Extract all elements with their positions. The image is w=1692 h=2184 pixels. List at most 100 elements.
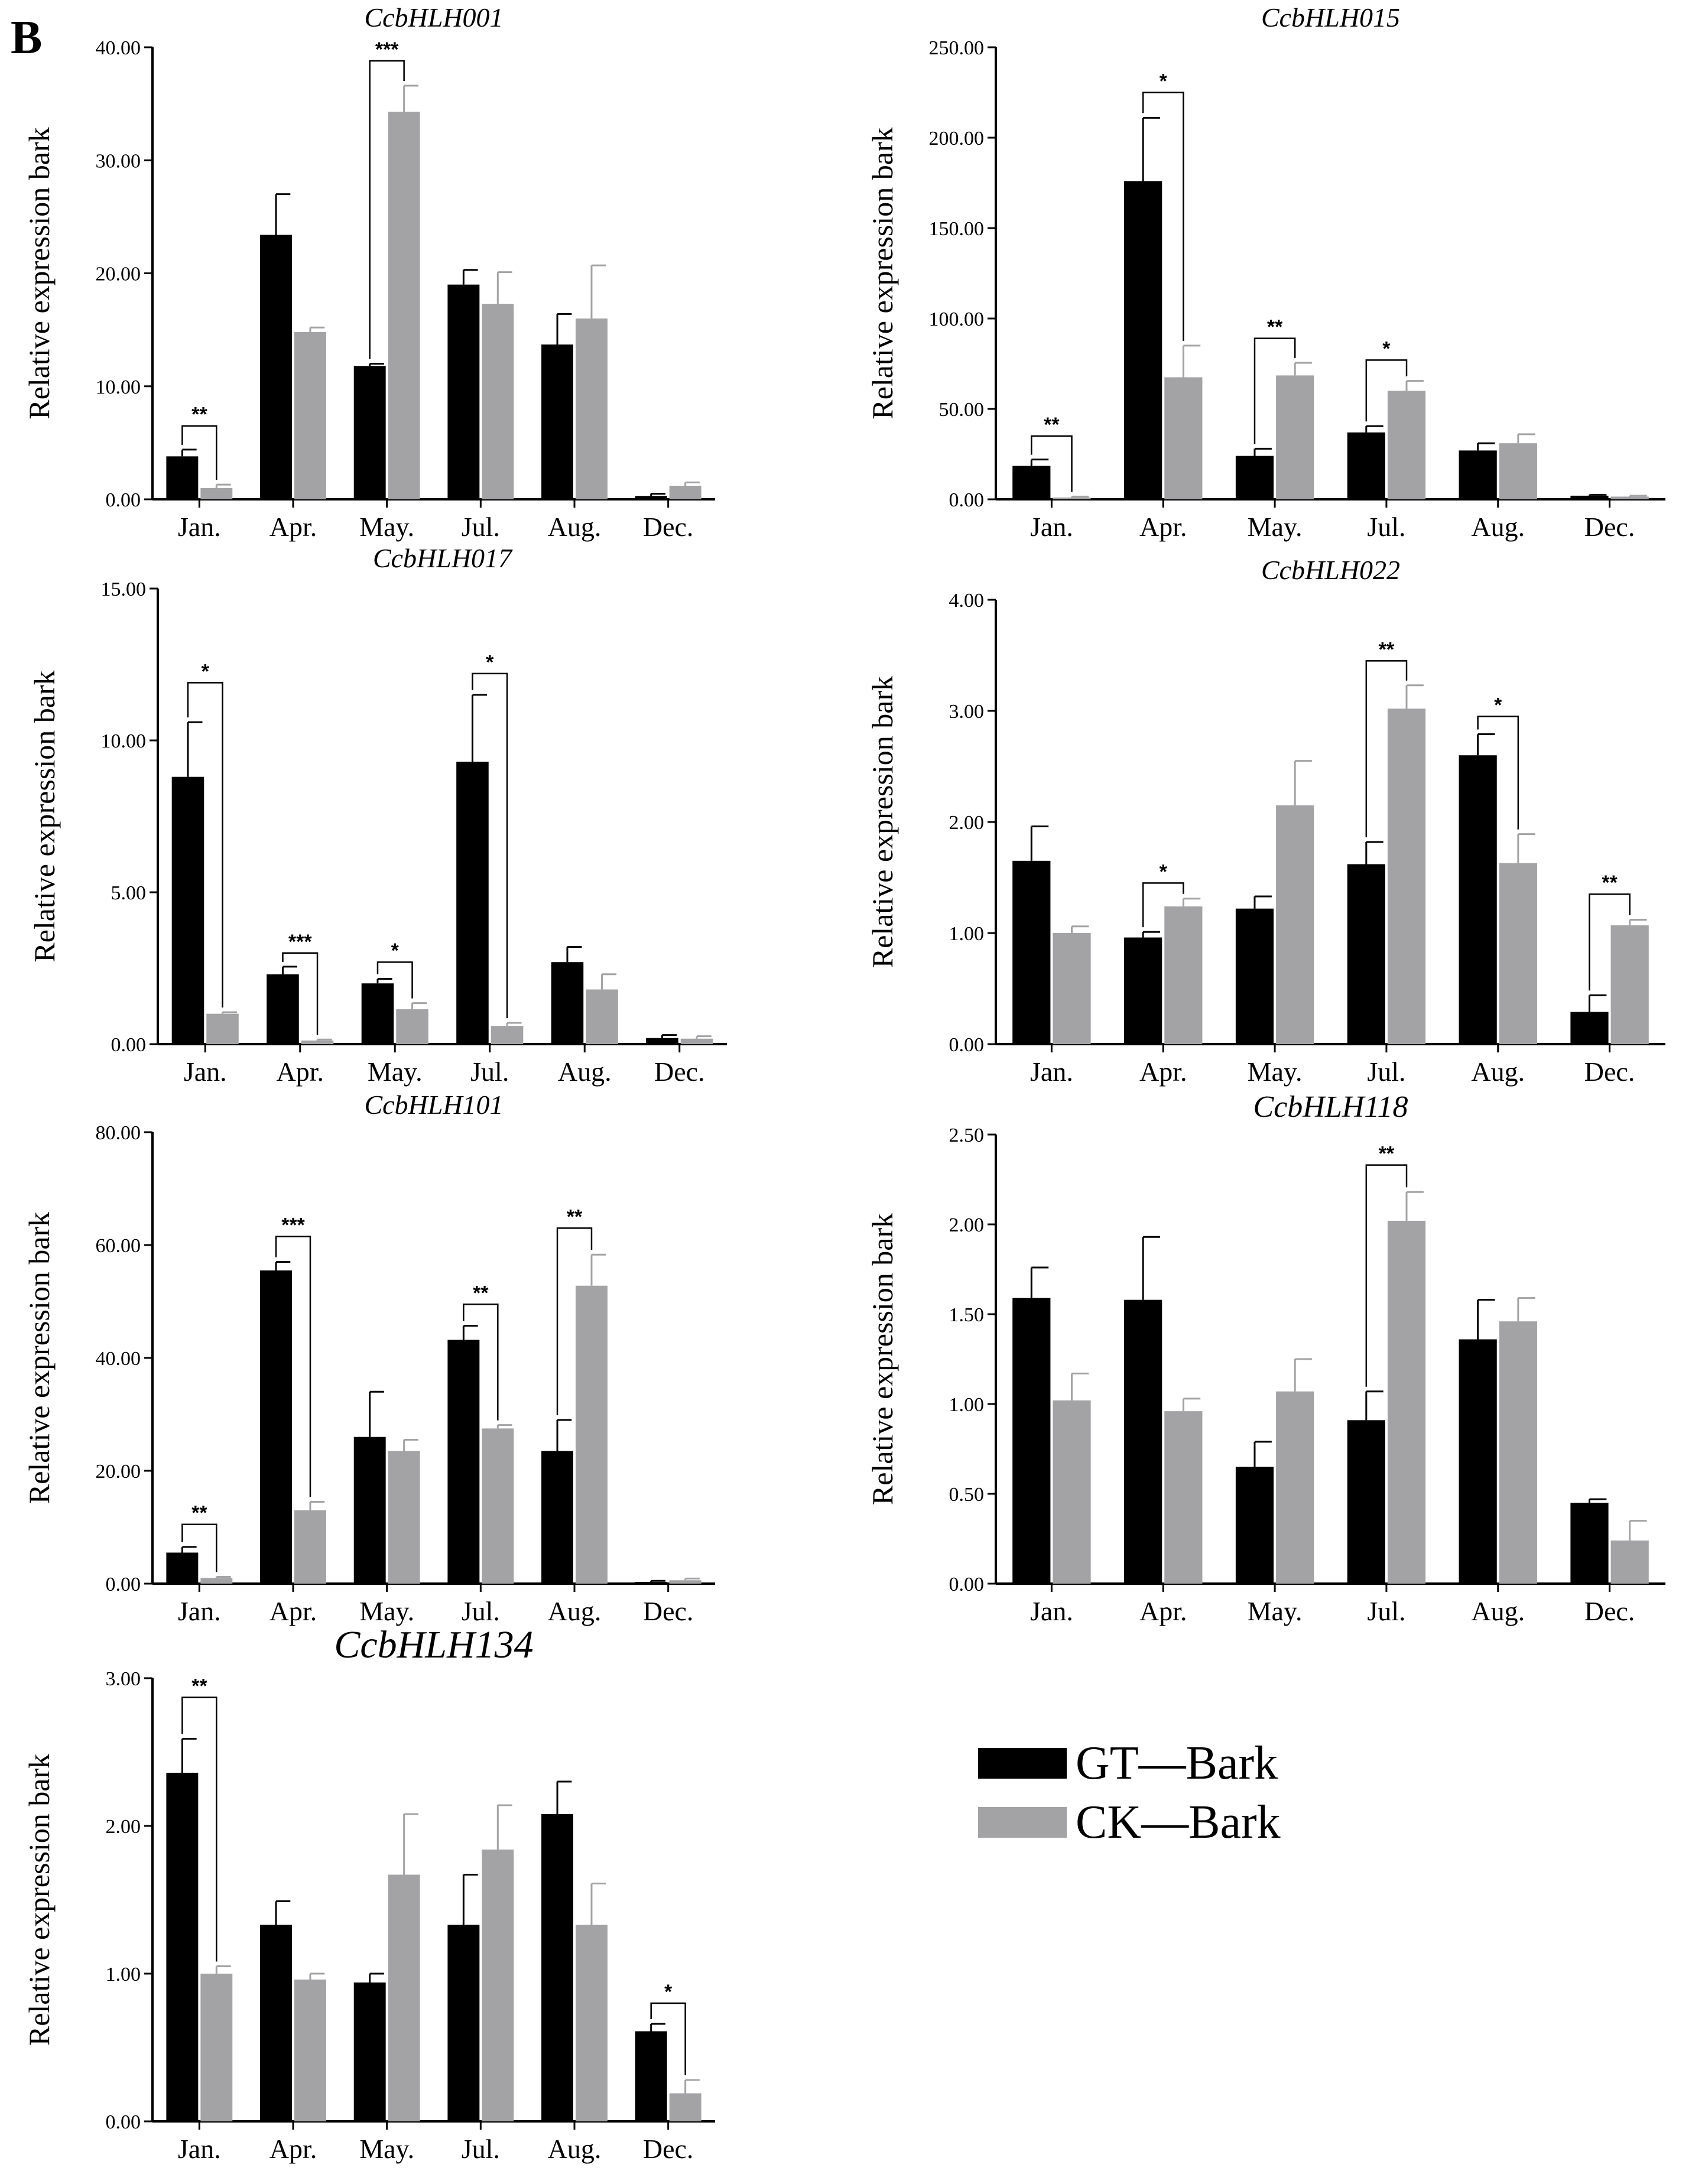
- bar-gt-apr: [1124, 181, 1162, 499]
- bar-ck-apr: [301, 1040, 334, 1044]
- bar-gt-jan: [1012, 466, 1051, 499]
- chart-panel-CcbHLH017: CcbHLH017 Relative expression bark 0.00 5.0…: [28, 543, 727, 1087]
- bar-gt-dec: [635, 2031, 667, 2121]
- bar-gt-may: [361, 983, 394, 1044]
- x-tick-label: Aug.: [558, 1057, 612, 1087]
- significance-label: **: [191, 404, 207, 426]
- y-tick-label: 80.00: [96, 1122, 141, 1144]
- y-tick-label: 20.00: [96, 264, 141, 285]
- legend-swatch-ck: [978, 1807, 1067, 1838]
- y-tick-label: 10.00: [101, 730, 147, 752]
- y-tick-label: 0.00: [106, 2111, 141, 2133]
- bar-gt-dec: [646, 1038, 678, 1044]
- bar-ck-jan: [1053, 1400, 1091, 1584]
- bar-ck-may: [388, 1451, 420, 1584]
- bar-gt-aug: [1459, 1339, 1497, 1584]
- x-tick-label: Dec.: [654, 1057, 705, 1087]
- bar-ck-jul: [1387, 708, 1426, 1044]
- x-tick-label: Apr.: [277, 1057, 324, 1087]
- x-tick-label: Aug.: [1471, 1596, 1525, 1626]
- bar-gt-jul: [1347, 864, 1385, 1044]
- y-tick-label: 30.00: [96, 150, 141, 172]
- bar-gt-jan: [166, 456, 199, 499]
- bar-ck-may: [1276, 805, 1314, 1044]
- bar-gt-may: [353, 366, 386, 499]
- bar-ck-aug: [586, 989, 618, 1044]
- bar-ck-may: [388, 1874, 420, 2121]
- bar-ck-may: [396, 1009, 428, 1044]
- x-tick-label: Jul.: [1367, 1057, 1405, 1087]
- significance-bracket: [187, 682, 223, 1008]
- x-tick-label: May.: [368, 1057, 423, 1087]
- bar-gt-dec: [635, 496, 667, 499]
- x-tick-label: May.: [1248, 1596, 1303, 1626]
- bar-gt-may: [353, 1982, 386, 2121]
- significance-label: **: [567, 1205, 583, 1228]
- x-tick-label: Aug.: [548, 2134, 602, 2164]
- bar-gt-apr: [1124, 1299, 1162, 1584]
- bar-ck-may: [1276, 375, 1314, 499]
- x-tick-label: Aug.: [548, 512, 602, 542]
- y-tick-label: 2.50: [949, 1124, 985, 1146]
- bar-gt-jul: [1347, 1420, 1385, 1584]
- y-tick-label: 3.00: [106, 1668, 141, 1690]
- x-tick-label: Jan.: [178, 512, 221, 542]
- y-tick-label: 15.00: [101, 578, 147, 600]
- bar-ck-dec: [669, 2093, 702, 2121]
- y-tick-label: 60.00: [96, 1235, 141, 1257]
- significance-label: ***: [281, 1214, 305, 1237]
- bar-ck-aug: [576, 1285, 608, 1584]
- legend-swatch-gt: [978, 1748, 1067, 1779]
- chart-title: CcbHLH101: [364, 1090, 503, 1120]
- bar-ck-dec: [1610, 1540, 1649, 1584]
- bar-ck-dec: [669, 486, 702, 499]
- bar-gt-aug: [541, 1814, 573, 2121]
- y-axis-label: Relative expression bark: [22, 1754, 56, 2046]
- y-tick-label: 2.00: [106, 1816, 141, 1838]
- bar-ck-may: [388, 112, 420, 499]
- bar-ck-aug: [576, 1925, 608, 2121]
- significance-bracket: [282, 952, 319, 1035]
- bar-ck-jan: [200, 488, 233, 499]
- significance-label: *: [391, 940, 400, 962]
- bar-gt-dec: [635, 1582, 667, 1584]
- x-tick-label: May.: [359, 1596, 414, 1626]
- y-tick-label: 5.00: [111, 882, 147, 904]
- bar-gt-aug: [1459, 450, 1497, 499]
- bar-gt-jan: [1012, 860, 1051, 1044]
- significance-bracket: [1477, 716, 1519, 830]
- bar-ck-apr: [1164, 1411, 1203, 1584]
- bar-ck-apr: [294, 1980, 326, 2121]
- significance-label: **: [1044, 414, 1060, 436]
- x-tick-label: Jul.: [1367, 512, 1405, 542]
- significance-bracket: [181, 1696, 217, 1962]
- significance-bracket: [556, 1227, 593, 1416]
- bar-gt-may: [1235, 456, 1274, 499]
- bar-ck-jul: [482, 304, 514, 499]
- y-axis-label: Relative expression bark: [866, 676, 899, 968]
- x-tick-label: Dec.: [1584, 1057, 1635, 1087]
- bar-gt-may: [353, 1436, 386, 1584]
- x-tick-label: Dec.: [643, 1596, 694, 1626]
- bar-ck-dec: [669, 1580, 702, 1584]
- significance-bracket: [1253, 337, 1296, 444]
- significance-bracket: [181, 1523, 217, 1572]
- y-tick-label: 1.50: [949, 1304, 985, 1326]
- y-tick-label: 0.00: [949, 1034, 985, 1056]
- x-tick-label: Apr.: [1139, 512, 1187, 542]
- bar-gt-jul: [447, 284, 480, 499]
- panel-label: B: [11, 12, 42, 64]
- bar-ck-jul: [491, 1026, 524, 1044]
- significance-bracket: [376, 961, 413, 999]
- significance-label: **: [473, 1282, 489, 1304]
- bar-ck-jul: [482, 1428, 514, 1584]
- x-tick-label: May.: [359, 2134, 414, 2164]
- significance-label: *: [486, 651, 494, 674]
- significance-label: **: [1267, 316, 1283, 339]
- bar-gt-dec: [1570, 1012, 1609, 1044]
- chart-title: CcbHLH134: [334, 1623, 533, 1666]
- significance-bracket: [369, 60, 405, 359]
- y-tick-label: 4.00: [949, 590, 985, 612]
- x-tick-label: May.: [1248, 512, 1303, 542]
